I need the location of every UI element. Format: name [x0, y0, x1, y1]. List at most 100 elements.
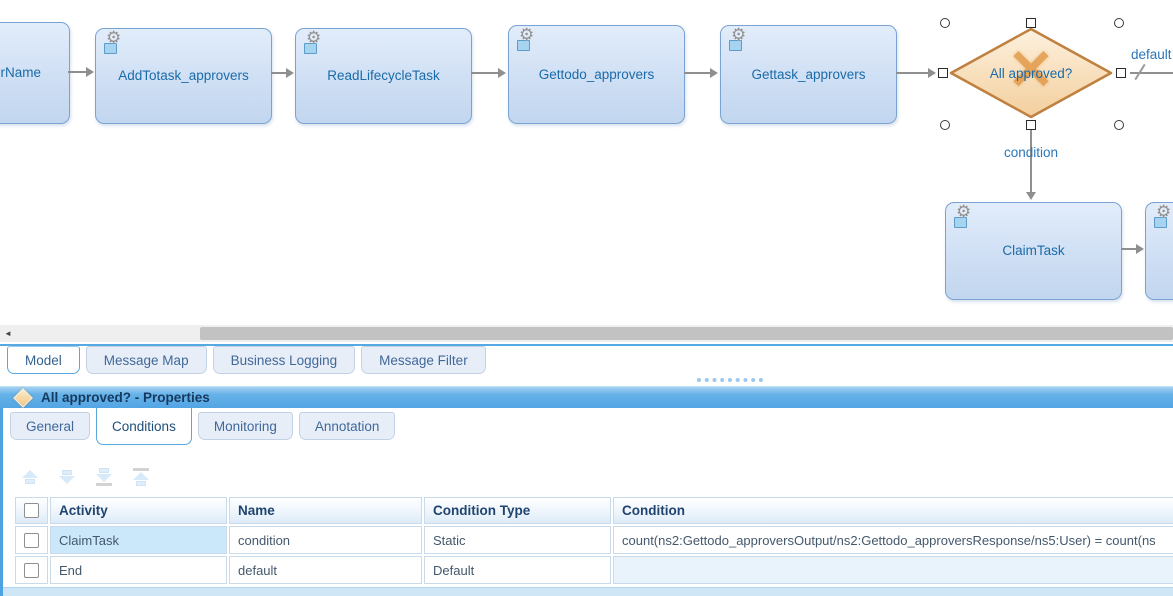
activity-gear-icon: ⚙ [303, 28, 325, 54]
transition-arrow[interactable] [271, 68, 294, 78]
transition-arrow[interactable] [471, 68, 506, 78]
arrowhead-icon [928, 68, 936, 78]
column-header-condition-type[interactable]: Condition Type [424, 497, 611, 524]
scrollbar-thumb[interactable] [200, 327, 1173, 340]
properties-tabstrip: General Conditions Monitoring Annotation [10, 408, 396, 445]
condition-transition-label[interactable]: condition [1003, 145, 1059, 160]
transition-arrow[interactable] [684, 68, 718, 78]
activity-node-claimtask[interactable]: ⚙ ClaimTask [945, 202, 1122, 300]
tabstrip-divider [0, 344, 1173, 346]
table-row[interactable]: ClaimTask condition Static count(ns2:Get… [15, 526, 1173, 554]
activity-gear-icon: ⚙ [516, 25, 538, 51]
move-to-top-icon [133, 472, 149, 480]
column-header-name[interactable]: Name [229, 497, 422, 524]
selection-handle-square[interactable] [1116, 68, 1126, 78]
activity-label: rName [0, 65, 41, 81]
cell-activity[interactable]: End [50, 556, 227, 584]
activity-label: Gettask_approvers [751, 66, 866, 82]
properties-panel-body: General Conditions Monitoring Annotation [0, 408, 1173, 596]
gateway-diamond-icon [13, 387, 33, 408]
tab-message-map[interactable]: Message Map [85, 346, 207, 374]
arrowhead-icon [710, 68, 718, 78]
gateway-all-approved[interactable]: ✕ All approved? [948, 26, 1114, 120]
activity-gear-icon: ⚙ [728, 25, 750, 51]
selection-handle-circle[interactable] [1114, 120, 1124, 130]
selection-handle-square[interactable] [1026, 18, 1036, 28]
move-to-bottom-icon [96, 474, 112, 482]
cell-condition[interactable] [613, 556, 1173, 584]
row-checkbox[interactable] [24, 562, 39, 578]
selection-handle-square[interactable] [1026, 120, 1036, 130]
cell-activity[interactable]: ClaimTask [50, 526, 227, 554]
condition-transition-line[interactable] [1026, 130, 1036, 200]
canvas-horizontal-scrollbar[interactable]: ◄ [0, 325, 1173, 342]
transition-arrow[interactable] [896, 68, 936, 78]
process-diagram-canvas[interactable]: rName ⚙ AddTotask_approvers ⚙ ReadLifecy… [0, 0, 1173, 325]
editor-tabstrip: Model Message Map Business Logging Messa… [7, 346, 486, 374]
conditions-toolbar [19, 466, 152, 488]
tab-monitoring[interactable]: Monitoring [197, 412, 293, 440]
move-up-icon [22, 470, 38, 478]
activity-label [1146, 203, 1173, 299]
arrowhead-icon [86, 67, 94, 77]
gateway-x-icon: ✕ [1007, 38, 1055, 101]
arrowhead-icon [498, 68, 506, 78]
arrowhead-icon [286, 68, 294, 78]
activity-node-partial-left[interactable]: rName [0, 22, 70, 124]
cell-condition-type[interactable]: Static [424, 526, 611, 554]
column-header-condition[interactable]: Condition [613, 497, 1173, 524]
activity-gear-icon: ⚙ [103, 28, 125, 54]
selection-handle-circle[interactable] [940, 18, 950, 28]
move-down-icon [59, 476, 75, 484]
transition-arrow[interactable] [68, 67, 94, 77]
activity-node-gettask-approvers[interactable]: ⚙ Gettask_approvers [720, 25, 897, 124]
transition-arrow[interactable] [1121, 244, 1144, 254]
cell-name[interactable]: condition [229, 526, 422, 554]
move-to-top-button[interactable] [130, 466, 152, 488]
default-transition-line[interactable] [1130, 72, 1173, 74]
row-checkbox-cell [15, 526, 48, 554]
arrowhead-icon [1136, 244, 1144, 254]
activity-label: ClaimTask [1002, 243, 1065, 259]
column-header-activity[interactable]: Activity [50, 497, 227, 524]
tab-annotation[interactable]: Annotation [298, 412, 396, 440]
gateway-label: All approved? [989, 65, 1073, 81]
scroll-left-icon: ◄ [4, 329, 12, 338]
conditions-table: Activity Name Condition Type Condition C… [15, 497, 1173, 586]
activity-node-addtotask-approvers[interactable]: ⚙ AddTotask_approvers [95, 28, 272, 124]
activity-node-partial-right[interactable]: ⚙ [1145, 202, 1173, 300]
activity-gear-icon: ⚙ [953, 202, 975, 228]
selection-handle-circle[interactable] [940, 120, 950, 130]
arrowhead-icon [1026, 192, 1036, 200]
tab-model[interactable]: Model [7, 346, 80, 374]
panel-bottom-border [3, 587, 1173, 596]
properties-title: All approved? - Properties [41, 390, 210, 405]
tab-business-logging[interactable]: Business Logging [212, 346, 356, 374]
row-checkbox[interactable] [24, 532, 39, 548]
scroll-left-button[interactable]: ◄ [0, 325, 16, 342]
row-checkbox-cell [15, 556, 48, 584]
cell-name[interactable]: default [229, 556, 422, 584]
move-down-button[interactable] [56, 466, 78, 488]
move-to-bottom-button[interactable] [93, 466, 115, 488]
tab-general[interactable]: General [10, 412, 91, 440]
gateway-diamond-shape [949, 27, 1113, 119]
selection-handle-square[interactable] [938, 68, 948, 78]
tab-message-filter[interactable]: Message Filter [361, 346, 486, 374]
default-transition-label[interactable]: default [1131, 47, 1172, 62]
cell-condition[interactable]: count(ns2:Gettodo_approversOutput/ns2:Ge… [613, 526, 1173, 554]
selection-handle-circle[interactable] [1114, 18, 1124, 28]
tab-conditions[interactable]: Conditions [96, 408, 192, 445]
properties-panel-header: All approved? - Properties [0, 386, 1173, 408]
table-row[interactable]: End default Default [15, 556, 1173, 584]
select-all-cell [15, 497, 48, 524]
select-all-checkbox[interactable] [24, 503, 39, 518]
activity-label: ReadLifecycleTask [327, 68, 440, 84]
cell-condition-type[interactable]: Default [424, 556, 611, 584]
activity-label: AddTotask_approvers [118, 68, 249, 84]
move-up-button[interactable] [19, 466, 41, 488]
activity-node-readlifecycletask[interactable]: ⚙ ReadLifecycleTask [295, 28, 472, 124]
splitter-grip[interactable] [697, 378, 763, 382]
activity-node-gettodo-approvers[interactable]: ⚙ Gettodo_approvers [508, 25, 685, 124]
